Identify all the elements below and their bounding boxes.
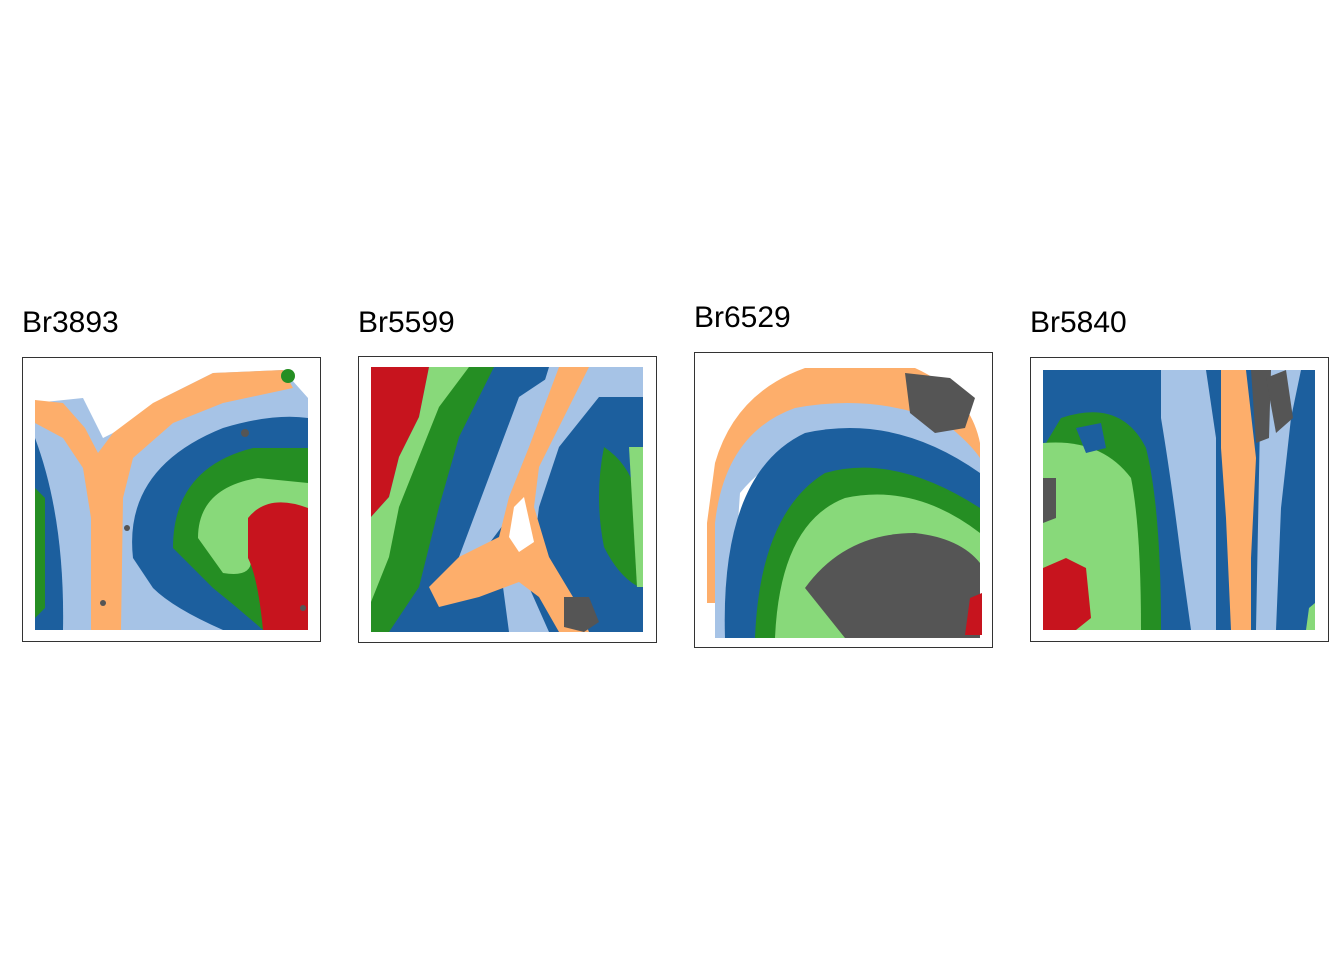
orange-forked-band — [429, 367, 589, 632]
white-gap — [509, 497, 534, 552]
right-light-green-band — [629, 447, 643, 587]
orange-band — [1221, 370, 1256, 630]
spot-grey — [300, 605, 306, 611]
grey-patch — [564, 597, 599, 632]
spot-plot — [707, 368, 982, 638]
y-shaped-band — [35, 370, 293, 630]
dark-green-band — [371, 367, 494, 632]
spot-grey — [241, 429, 249, 437]
grey-patch-right — [1266, 370, 1293, 433]
right-light-green — [1306, 603, 1315, 630]
plot-frame — [358, 356, 657, 643]
left-red-band — [371, 367, 429, 517]
panel-title: Br3893 — [22, 306, 119, 339]
spot-plot — [35, 369, 308, 630]
grey-core — [805, 533, 980, 638]
right-dark-green-band — [599, 447, 639, 587]
spot-grey — [100, 600, 106, 606]
red-patch — [1043, 558, 1091, 630]
grey-patch-top — [1251, 370, 1271, 443]
spot-grey — [281, 369, 295, 383]
plot-frame — [1030, 357, 1329, 642]
light-blue-band-left — [1161, 370, 1216, 630]
panel-title: Br6529 — [694, 301, 791, 334]
grey-patch-left — [1043, 478, 1056, 523]
plot-frame — [22, 357, 321, 642]
spot-plot — [371, 367, 643, 632]
spot-grey — [124, 525, 130, 531]
red-corner — [965, 593, 982, 635]
plot-frame — [694, 352, 993, 648]
panel-title: Br5599 — [358, 306, 455, 339]
grey-top-patch — [905, 373, 975, 433]
panel-title: Br5840 — [1030, 306, 1127, 339]
core-red — [248, 502, 308, 630]
spot-plot — [1043, 370, 1315, 630]
dark-blue-patch — [1076, 423, 1106, 453]
left-edge-band — [35, 488, 45, 618]
